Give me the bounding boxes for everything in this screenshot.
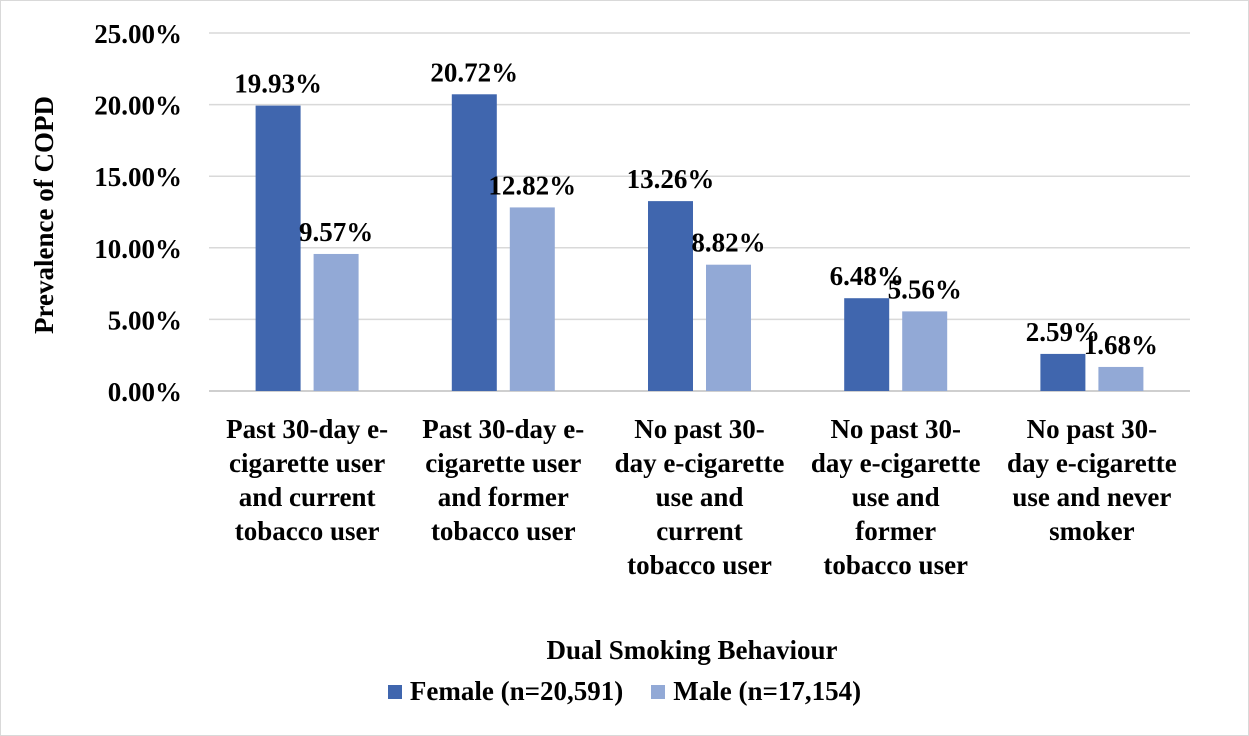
bar-male bbox=[313, 253, 359, 391]
bar-male bbox=[1098, 366, 1144, 391]
gridlines bbox=[209, 32, 1190, 392]
data-label: 6.48% bbox=[830, 261, 904, 291]
data-label: 13.26% bbox=[627, 164, 715, 194]
data-label: 9.57% bbox=[299, 217, 373, 247]
x-tick-label: No past 30-day e-cigarette use and current… bbox=[615, 414, 785, 580]
bar-female bbox=[1040, 353, 1086, 391]
legend: Female (n=20,591) Male (n=17,154) bbox=[0, 676, 1249, 707]
legend-swatch-female bbox=[387, 684, 402, 699]
bar-female bbox=[255, 105, 301, 391]
y-axis-title: Prevalence of COPD bbox=[29, 96, 59, 334]
bar-male bbox=[902, 311, 948, 391]
legend-label-male: Male (n=17,154) bbox=[673, 676, 862, 706]
x-tick-label: No past 30-day e-cigarette use and former t… bbox=[811, 414, 981, 580]
bar-female bbox=[844, 298, 890, 391]
legend-item-male: Male (n=17,154) bbox=[651, 676, 861, 707]
y-tick-label: 5.00% bbox=[108, 305, 182, 335]
data-label: 19.93% bbox=[234, 69, 322, 99]
bar-female bbox=[451, 94, 497, 391]
y-tick-label: 0.00% bbox=[108, 377, 182, 407]
x-tick-label: Past 30-day e-cigarette user and former to… bbox=[422, 414, 584, 546]
x-axis-title: Dual Smoking Behaviour bbox=[546, 635, 837, 665]
data-label: 12.82% bbox=[488, 170, 576, 200]
bar-male bbox=[706, 264, 751, 391]
bar-female bbox=[648, 201, 693, 391]
y-axis-ticks: 0.00% 5.00% 10.00% 15.00% 20.00% 25.00% bbox=[94, 19, 182, 407]
y-tick-label: 10.00% bbox=[94, 234, 182, 264]
x-axis-ticks: Past 30-day e-cigarette user and current t… bbox=[226, 414, 1177, 580]
data-label: 20.72% bbox=[430, 57, 518, 87]
legend-item-female: Female (n=20,591) bbox=[387, 676, 624, 707]
y-tick-label: 15.00% bbox=[94, 162, 182, 192]
legend-label-female: Female (n=20,591) bbox=[409, 676, 624, 706]
y-tick-label: 25.00% bbox=[94, 19, 182, 49]
data-labels: 19.93% 9.57% 20.72% 12.82% 13.26% 8.82% 6.48%5… bbox=[234, 57, 1158, 360]
bars bbox=[255, 94, 1144, 391]
y-tick-label: 20.00% bbox=[94, 91, 182, 121]
legend-swatch-male bbox=[651, 684, 666, 699]
x-tick-label: Past 30-day e-cigarette user and current t… bbox=[226, 414, 388, 546]
data-label: 8.82% bbox=[691, 228, 765, 258]
data-label: 2.59% bbox=[1026, 317, 1100, 347]
x-tick-label: No past 30-day e-cigarette use and never s… bbox=[1007, 414, 1177, 546]
data-label: 1.68% bbox=[1084, 330, 1158, 360]
data-label: 5.56% bbox=[888, 274, 962, 304]
bar-male bbox=[509, 207, 555, 391]
